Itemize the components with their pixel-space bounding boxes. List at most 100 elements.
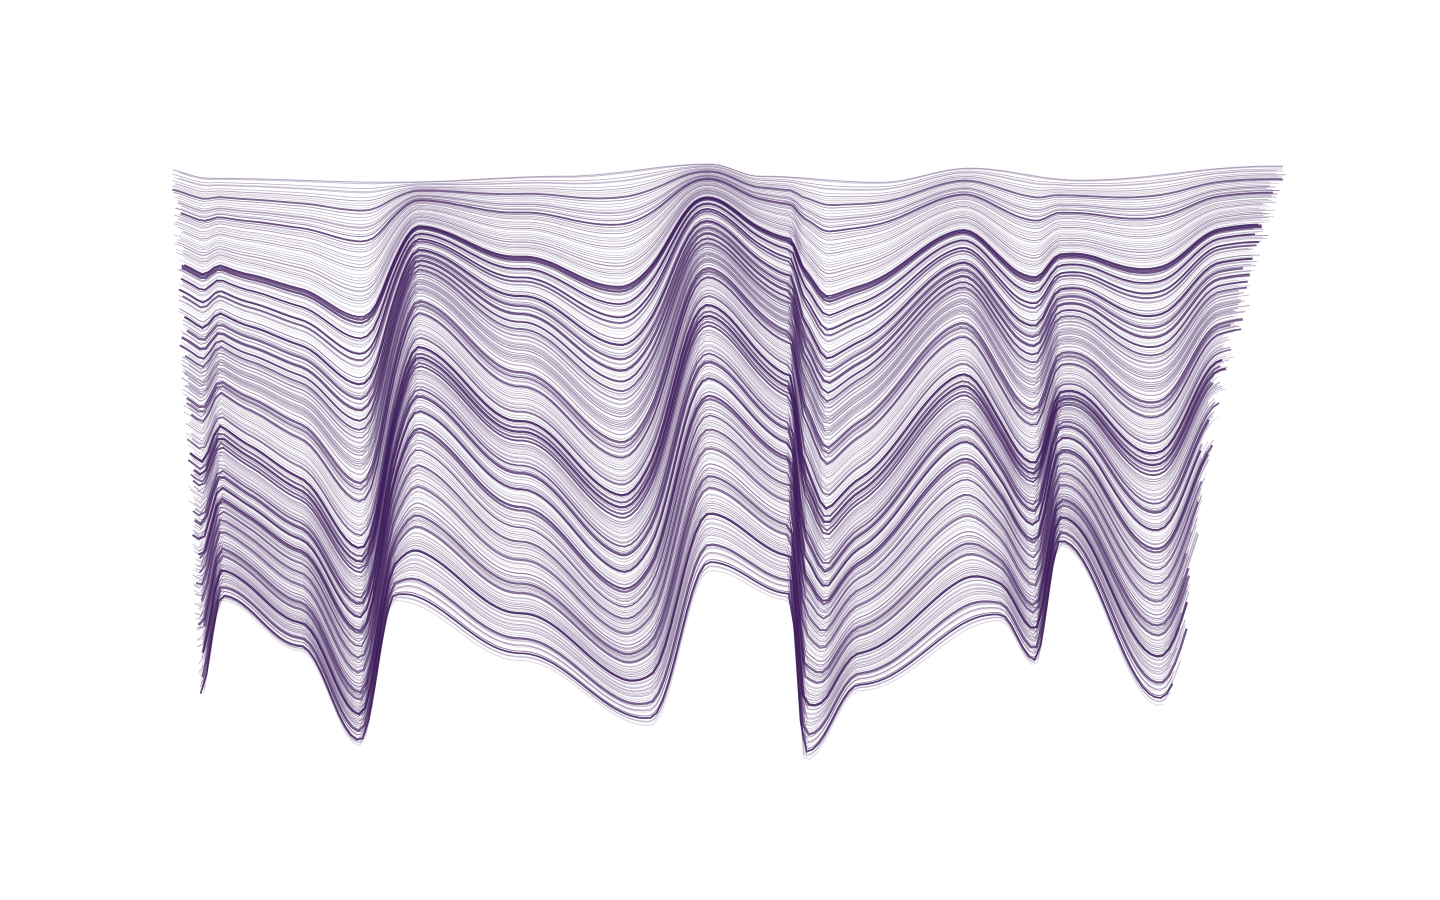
contour-line <box>195 402 1210 637</box>
contour-line <box>200 406 1210 640</box>
contour-line <box>188 259 1234 465</box>
contour-line <box>180 229 1256 404</box>
contour-line <box>180 238 1244 422</box>
contour-line <box>180 176 1273 236</box>
contour-line <box>175 193 1262 305</box>
contour-line <box>192 372 1202 614</box>
contour-line <box>178 219 1253 382</box>
contour-line <box>194 365 1210 608</box>
contour-line <box>203 544 1164 761</box>
contour-line <box>193 299 1232 542</box>
contour-line <box>195 463 1198 685</box>
contour-line <box>178 208 1259 355</box>
contour-line <box>190 334 1223 583</box>
contour-line <box>182 201 1263 334</box>
contour-line <box>185 271 1237 493</box>
contour-line <box>183 236 1247 418</box>
contour-line <box>203 486 1191 701</box>
contour-line <box>180 235 1238 417</box>
contour-line <box>192 387 1202 626</box>
contour-line <box>183 191 1264 297</box>
contour-line <box>177 200 1264 328</box>
contour-line <box>202 435 1194 664</box>
contour-line <box>175 177 1280 238</box>
contour-line <box>200 435 1198 664</box>
contour-line <box>182 192 1269 302</box>
contour-line <box>199 529 1185 729</box>
contour-line <box>181 232 1250 412</box>
contour-line <box>175 192 1274 300</box>
contour-line <box>193 329 1221 578</box>
contour-line <box>172 165 1283 189</box>
contour-line <box>186 270 1231 491</box>
contour-line <box>186 267 1244 485</box>
contour-line <box>195 381 1204 619</box>
contour-line <box>187 234 1250 414</box>
contour-line <box>185 260 1236 468</box>
contour-line <box>178 180 1277 253</box>
contour-line <box>198 379 1202 619</box>
contour-line <box>191 377 1202 619</box>
contour-line <box>178 174 1271 228</box>
contour-line <box>188 283 1227 514</box>
contour-line <box>205 533 1174 739</box>
contour-line <box>197 409 1200 643</box>
contour-line <box>188 273 1240 495</box>
contour-line <box>175 168 1286 202</box>
contour-line <box>187 258 1239 463</box>
contour-line <box>183 195 1270 312</box>
contour-line <box>182 251 1240 448</box>
contour-line <box>188 247 1240 439</box>
contour-line <box>198 467 1184 688</box>
contour-line <box>195 423 1198 654</box>
contour-line <box>179 187 1267 282</box>
contour-line <box>182 230 1251 405</box>
contour-line <box>205 500 1190 708</box>
contour-line <box>174 183 1273 262</box>
contour-line <box>177 184 1276 265</box>
contour-line <box>173 169 1278 204</box>
contour-line <box>194 345 1215 591</box>
contour-line <box>195 413 1192 645</box>
contour-line <box>181 257 1250 461</box>
contour-line <box>178 163 1283 185</box>
contour-line <box>192 352 1220 599</box>
contour-line <box>179 199 1254 328</box>
contour-line <box>193 368 1220 610</box>
contour-line <box>181 204 1268 342</box>
contour-line <box>176 188 1276 285</box>
contour-line <box>187 255 1239 457</box>
contour-line <box>201 530 1188 736</box>
contour-line <box>190 296 1224 538</box>
contour-line <box>194 343 1209 590</box>
contour-line <box>179 179 1278 246</box>
contour-line <box>196 480 1188 696</box>
contour-line <box>189 270 1235 488</box>
contour-line <box>189 303 1223 550</box>
contour-line <box>197 451 1189 677</box>
contour-line <box>173 179 1272 249</box>
contour-line <box>190 320 1212 570</box>
contour-line <box>192 324 1214 574</box>
contour-line <box>199 397 1209 634</box>
contour-line <box>196 419 1206 651</box>
contour-line <box>190 289 1223 526</box>
contour-line <box>183 224 1252 394</box>
contour-line <box>190 317 1229 565</box>
contour-line <box>176 182 1269 258</box>
contour-line <box>172 167 1277 198</box>
contour-line <box>195 326 1217 574</box>
contour-line <box>193 355 1208 600</box>
contour-line <box>202 497 1188 707</box>
contour-line <box>185 294 1230 534</box>
contour-line <box>178 172 1271 219</box>
contour-line <box>180 178 1273 243</box>
contour-line <box>178 211 1253 363</box>
contour-line <box>198 527 1171 727</box>
contour-line <box>197 457 1189 681</box>
contour-line <box>201 524 1181 724</box>
contour-line <box>197 493 1189 705</box>
contour-line <box>189 285 1222 518</box>
